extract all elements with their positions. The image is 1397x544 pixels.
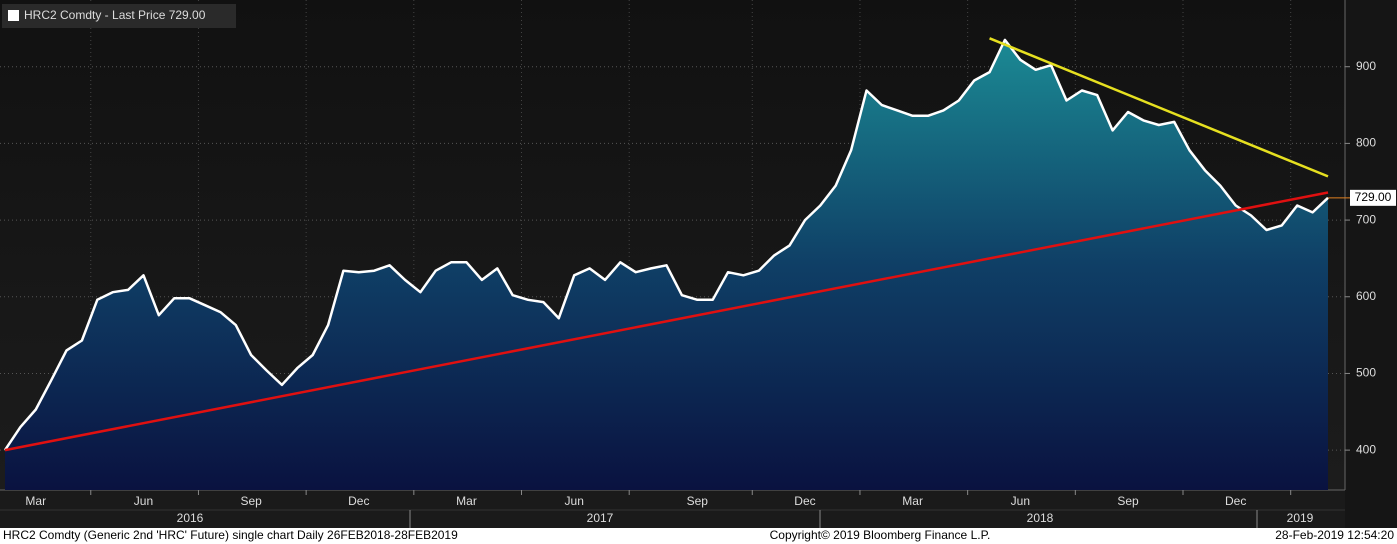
last-value-box — [1350, 189, 1396, 206]
x-tick-label: Mar — [902, 494, 923, 508]
footer-center: Copyright© 2019 Bloomberg Finance L.P. — [770, 528, 991, 542]
area-fill — [5, 39, 1328, 491]
year-label: 2016 — [177, 511, 204, 525]
x-tick-label: Mar — [456, 494, 477, 508]
x-tick-label: Jun — [565, 494, 584, 508]
legend-swatch — [8, 10, 19, 21]
footer-background — [0, 528, 1397, 544]
year-label: 2018 — [1027, 511, 1054, 525]
x-tick-label: Mar — [25, 494, 46, 508]
last-value-label: 729.00 — [1355, 190, 1392, 204]
x-tick-label: Dec — [794, 494, 815, 508]
year-label: 2019 — [1287, 511, 1314, 525]
y-tick-label: 800 — [1356, 136, 1376, 150]
x-tick-label: Dec — [348, 494, 369, 508]
x-tick-label: Jun — [134, 494, 153, 508]
y-tick-label: 600 — [1356, 289, 1376, 303]
trend-line — [4, 191, 1329, 452]
x-tick-label: Dec — [1225, 494, 1246, 508]
x-tick-label: Sep — [240, 494, 262, 508]
footer-right: 28-Feb-2019 12:54:20 — [1275, 528, 1394, 542]
y-tick-label: 700 — [1356, 212, 1376, 226]
y-tick-label: 900 — [1356, 59, 1376, 73]
y-tick-label: 500 — [1356, 366, 1376, 380]
x-tick-label: Sep — [687, 494, 709, 508]
y-axis-background — [1345, 0, 1397, 528]
y-tick-label: 400 — [1356, 442, 1376, 456]
x-tick-label: Sep — [1117, 494, 1139, 508]
x-axis-background — [0, 490, 1345, 528]
legend-box — [2, 4, 236, 28]
year-label: 2017 — [587, 511, 614, 525]
legend-label: HRC2 Comdty - Last Price 729.00 — [24, 8, 206, 22]
trend-line — [989, 37, 1329, 178]
x-tick-label: Jun — [1011, 494, 1030, 508]
footer-left: HRC2 Comdty (Generic 2nd 'HRC' Future) s… — [3, 528, 458, 542]
price-line — [3, 38, 1329, 451]
